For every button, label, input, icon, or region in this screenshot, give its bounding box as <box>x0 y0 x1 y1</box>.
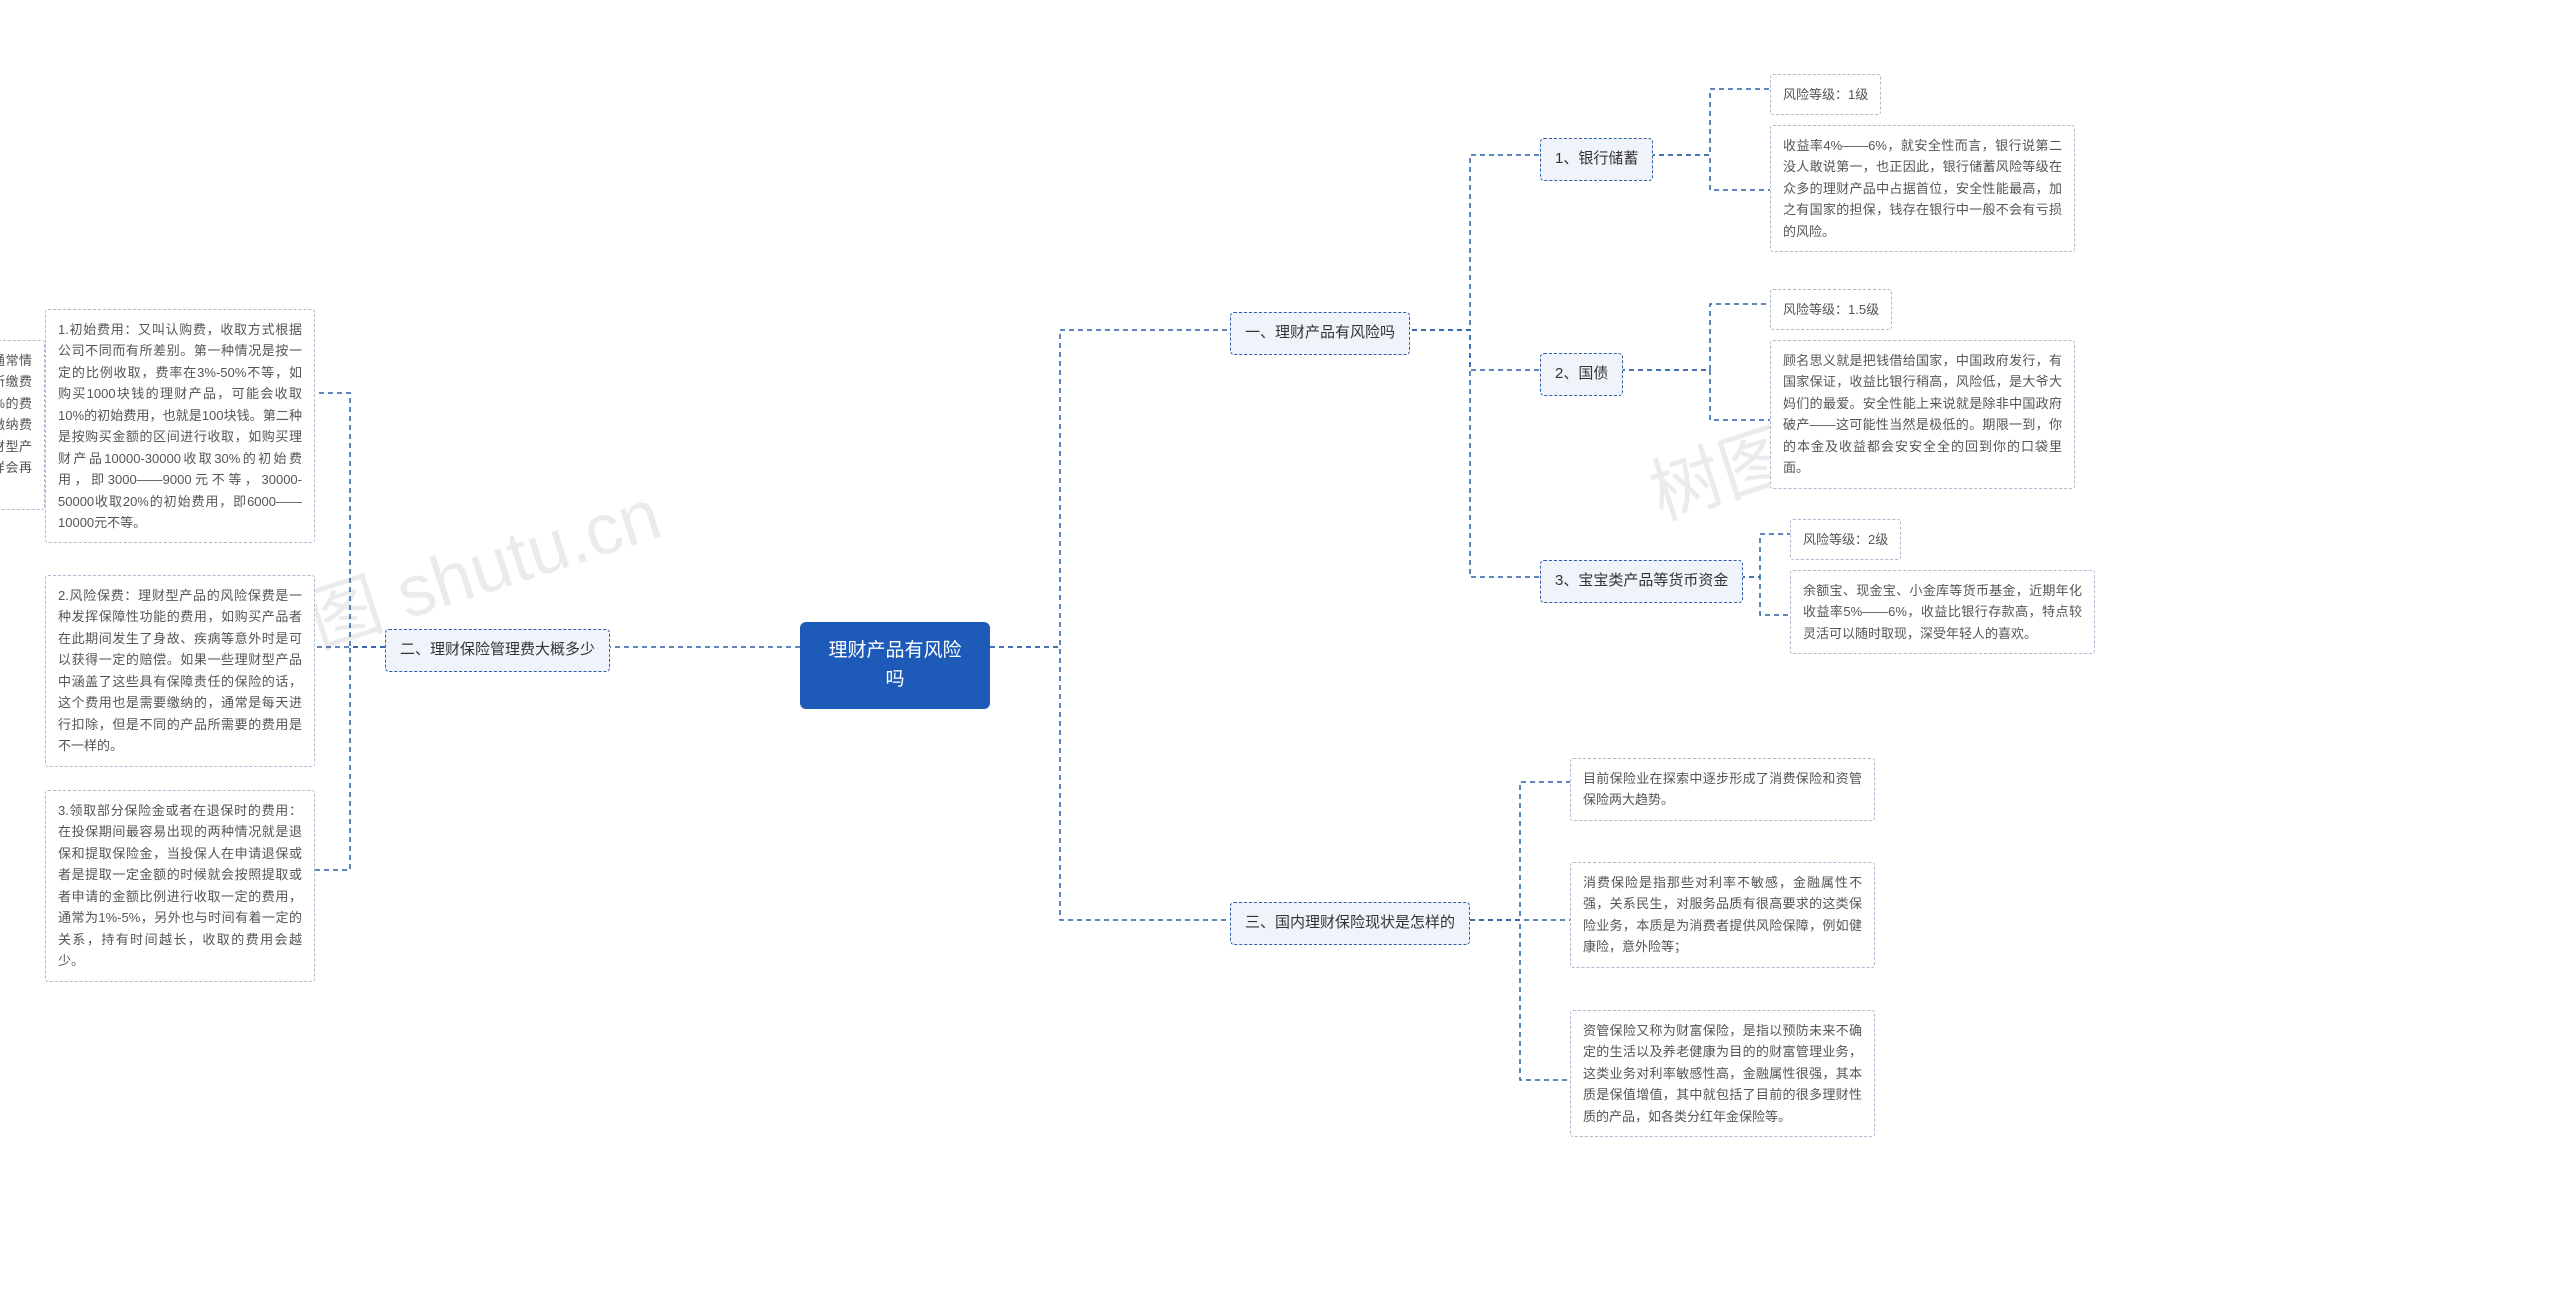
leaf-b3-3: 资管保险又称为财富保险，是指以预防未来不确定的生活以及养老健康为目的的财富管理业… <box>1570 1010 1875 1137</box>
leaf-b2-3: 3.领取部分保险金或者在退保时的费用：在投保期间最容易出现的两种情况就是退保和提… <box>45 790 315 982</box>
leaf-b3-2: 消费保险是指那些对利率不敏感，金融属性不强，关系民生，对服务品质有很高要求的这类… <box>1570 862 1875 968</box>
leaf-b3-1: 目前保险业在探索中逐步形成了消费保险和资管保险两大趋势。 <box>1570 758 1875 821</box>
leaf-b2-extra: 第三种是根据购买年限的不同，通常情况下购买理财型产品时间越长，所缴费用越低，可能… <box>0 340 45 510</box>
leaf-b2-2: 2.风险保费：理财型产品的风险保费是一种发挥保障性功能的费用，如购买产品者在此期… <box>45 575 315 767</box>
branch-3[interactable]: 三、国内理财保险现状是怎样的 <box>1230 902 1470 945</box>
connector-lines <box>0 0 2560 1290</box>
leaf-b1s1-risk: 风险等级：1级 <box>1770 74 1881 115</box>
leaf-b1s3-desc: 余额宝、现金宝、小金库等货币基金，近期年化收益率5%——6%，收益比银行存款高，… <box>1790 570 2095 654</box>
branch-1-sub-3[interactable]: 3、宝宝类产品等货币资金 <box>1540 560 1743 603</box>
leaf-b1s2-risk: 风险等级：1.5级 <box>1770 289 1892 330</box>
root-node[interactable]: 理财产品有风险吗 <box>800 622 990 709</box>
leaf-b1s2-desc: 顾名思义就是把钱借给国家，中国政府发行，有国家保证，收益比银行稍高，风险低，是大… <box>1770 340 2075 489</box>
branch-1-sub-1[interactable]: 1、银行储蓄 <box>1540 138 1653 181</box>
branch-1[interactable]: 一、理财产品有风险吗 <box>1230 312 1410 355</box>
leaf-b1s1-desc: 收益率4%——6%，就安全性而言，银行说第二没人敢说第一，也正因此，银行储蓄风险… <box>1770 125 2075 252</box>
branch-1-sub-2[interactable]: 2、国债 <box>1540 353 1623 396</box>
leaf-b2-1: 1.初始费用：又叫认购费，收取方式根据公司不同而有所差别。第一种情况是按一定的比… <box>45 309 315 543</box>
leaf-b1s3-risk: 风险等级：2级 <box>1790 519 1901 560</box>
branch-2[interactable]: 二、理财保险管理费大概多少 <box>385 629 610 672</box>
